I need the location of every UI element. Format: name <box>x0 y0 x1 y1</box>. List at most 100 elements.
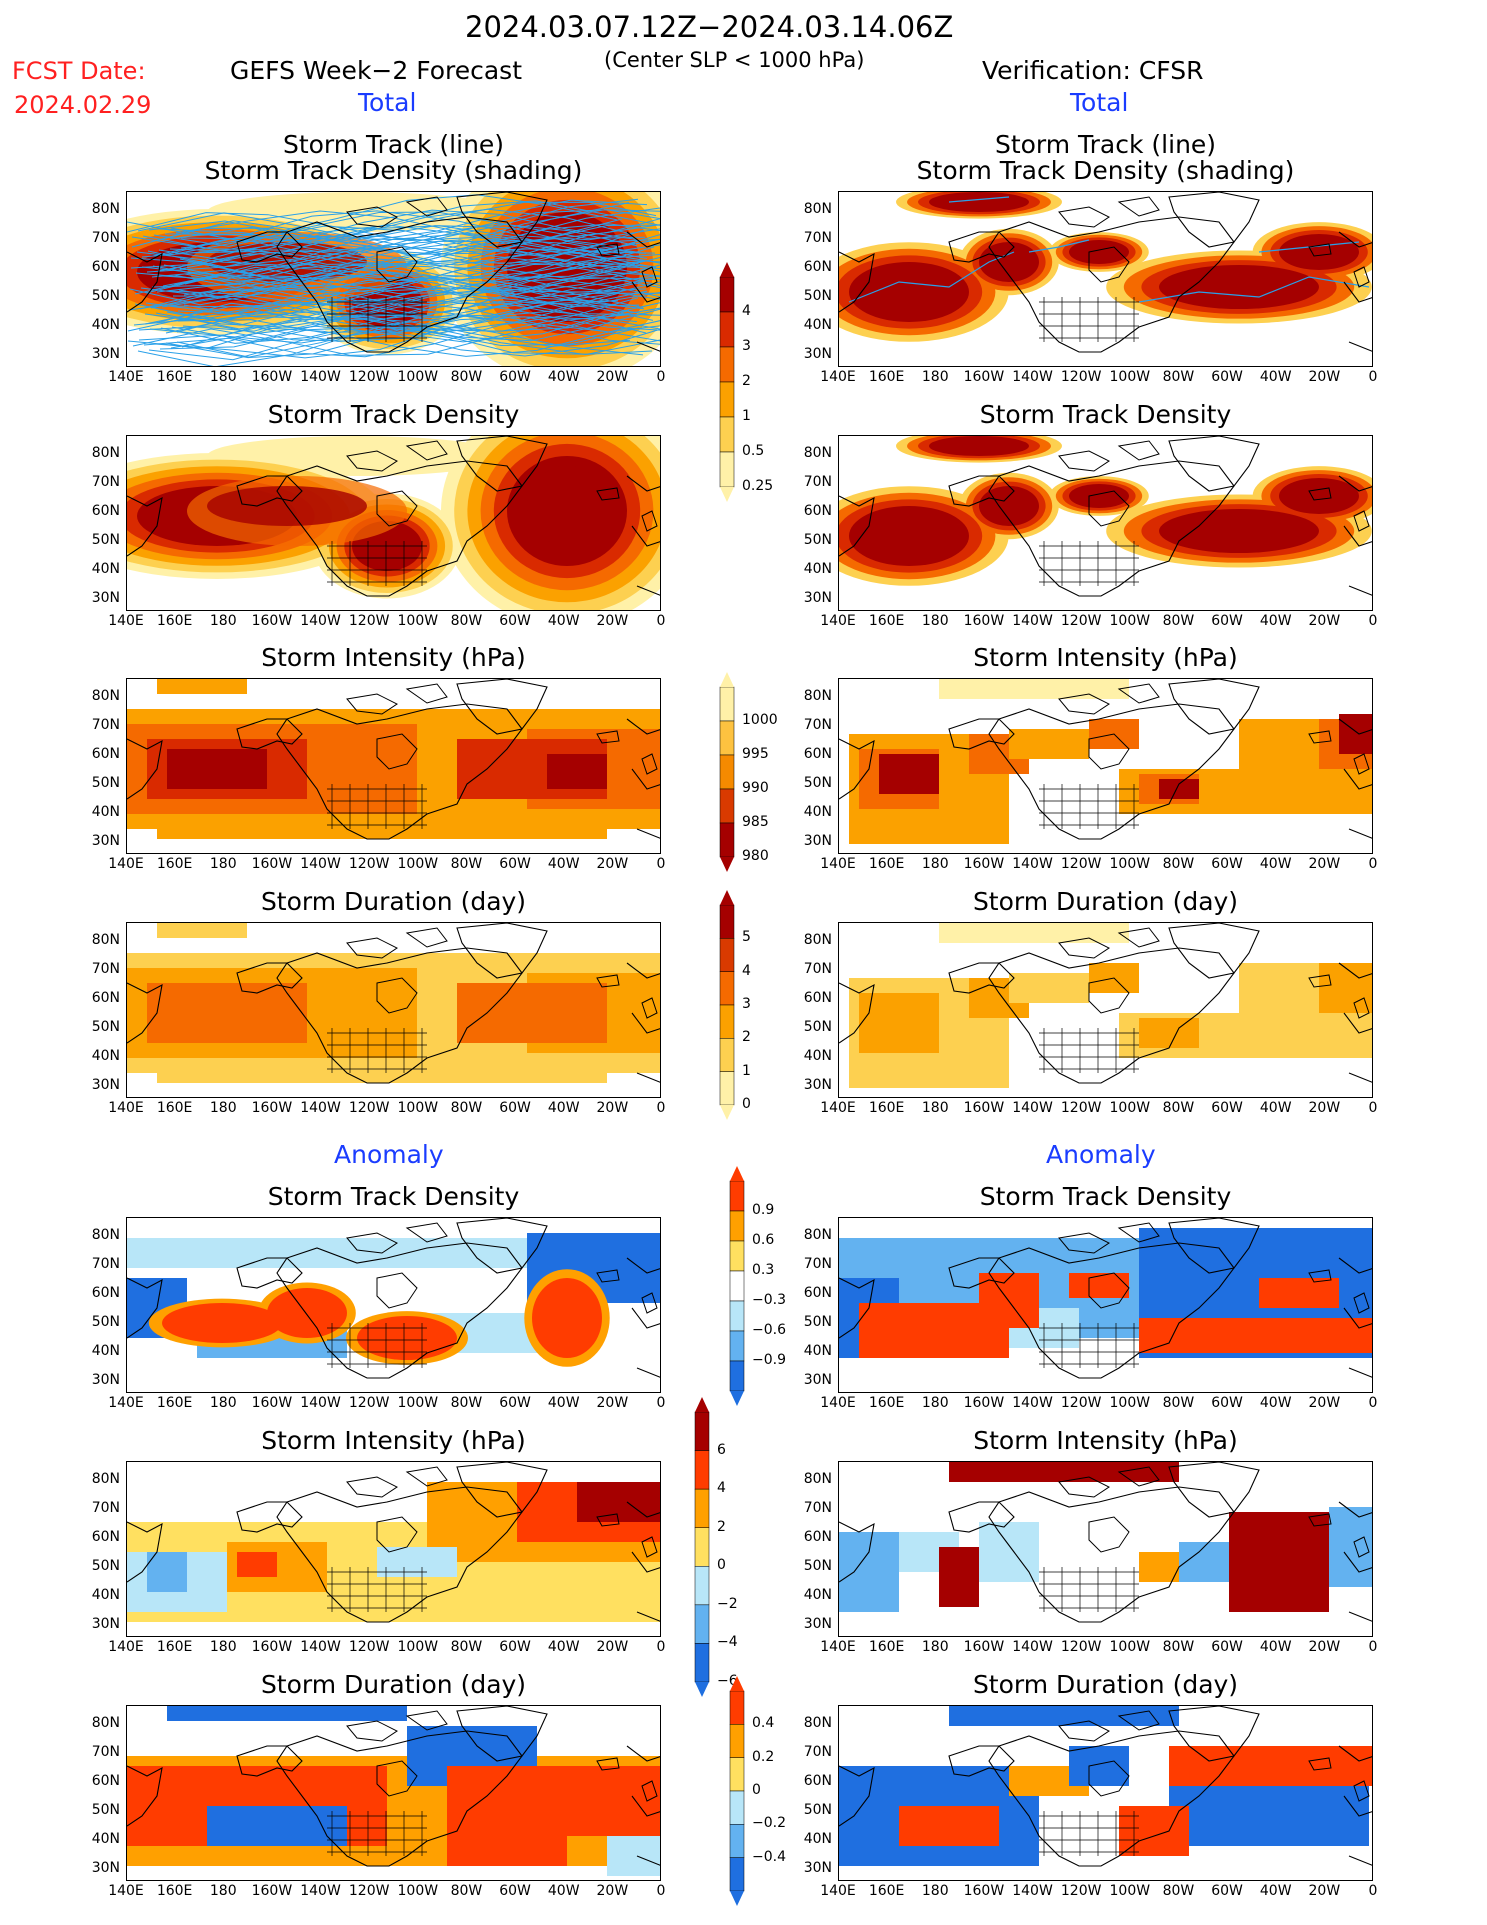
lon-tick-label: 120W <box>1060 1100 1102 1116</box>
field-shading <box>839 1706 1372 1867</box>
lon-tick-label: 140E <box>108 1100 144 1116</box>
lon-tick-label: 160E <box>156 1395 193 1411</box>
field-shading <box>127 923 660 1097</box>
colorbar-swatch <box>719 381 735 418</box>
lon-tick-label: 140W <box>1012 1883 1053 1899</box>
left-total-label: Total <box>358 88 417 117</box>
colorbar-label: −4 <box>717 1634 738 1651</box>
lon-tick-label: 160W <box>251 1639 293 1655</box>
panel-title: Storm Track Density (shading) <box>916 156 1295 185</box>
lat-tick-label: 50N <box>803 775 832 791</box>
lat-tick-label: 60N <box>91 503 120 519</box>
lon-tick-label: 20W <box>1308 1639 1341 1655</box>
colorbar-label: 0 <box>742 1096 751 1112</box>
lon-tick-label: 180 <box>209 613 237 629</box>
colorbar-label: 1 <box>742 408 751 424</box>
lon-tick-label: 160W <box>963 856 1005 872</box>
lon-tick-label: 0 <box>656 1639 666 1655</box>
colorbar-swatch <box>729 1240 745 1272</box>
lon-tick-label: 120W <box>348 1639 390 1655</box>
lat-tick-label: 30N <box>803 1616 832 1632</box>
field-shading <box>127 436 660 610</box>
lon-tick-label: 160E <box>868 856 905 872</box>
lon-tick-label: 160W <box>963 1100 1005 1116</box>
field-shading <box>127 679 660 853</box>
lat-tick-label: 60N <box>803 1773 832 1789</box>
colorbar-swatch <box>729 1270 745 1302</box>
map-panel-intensity-verification: Storm Intensity (hPa) 80N 70N 60N 50N 40N 30N 1… <box>778 643 1378 884</box>
colorbar-label: 4 <box>742 303 751 319</box>
lon-tick-label: 40W <box>1259 369 1292 385</box>
lat-tick-label: 70N <box>803 230 832 246</box>
colorbar-label: 980 <box>742 848 769 864</box>
lat-tick-label: 30N <box>91 1616 120 1632</box>
lon-tick-label: 80W <box>450 369 483 385</box>
lon-tick-label: 80W <box>450 1639 483 1655</box>
lat-tick-label: 80N <box>803 445 832 461</box>
lon-tick-label: 100W <box>1109 1639 1151 1655</box>
colorbar-swatch <box>729 1210 745 1242</box>
lon-tick-label: 100W <box>1109 613 1151 629</box>
lon-tick-label: 60W <box>499 1639 531 1655</box>
colorbar-swatch <box>719 276 735 313</box>
lat-tick-label: 50N <box>803 1802 832 1818</box>
lon-tick-label: 60W <box>1211 1883 1243 1899</box>
colorbar-label: 0 <box>717 1557 726 1574</box>
lon-tick-label: 40W <box>547 1100 580 1116</box>
lon-tick-label: 160W <box>251 369 293 385</box>
panel-title: Storm Duration (day) <box>260 887 527 916</box>
lon-tick-label: 100W <box>1109 1883 1151 1899</box>
lat-tick-label: 60N <box>91 1773 120 1789</box>
lon-tick-label: 140W <box>300 369 341 385</box>
lat-tick-label: 80N <box>91 688 120 704</box>
lon-tick-label: 140E <box>108 1883 144 1899</box>
criteria-subtitle: (Center SLP < 1000 hPa) <box>604 48 865 72</box>
lon-tick-label: 140W <box>300 1395 341 1411</box>
lat-tick-label: 50N <box>91 1314 120 1330</box>
lat-tick-label: 60N <box>91 990 120 1006</box>
lon-tick-label: 60W <box>499 856 531 872</box>
lon-tick-label: 180 <box>921 856 949 872</box>
colorbar-swatch <box>694 1488 710 1528</box>
map-area <box>838 1461 1373 1637</box>
lon-tick-label: 100W <box>397 1395 439 1411</box>
lon-tick-label: 120W <box>348 1100 390 1116</box>
lon-tick-label: 20W <box>596 613 629 629</box>
colorbar-density-total: 4 3 2 1 0.5 0.25 <box>718 262 778 502</box>
field-shading <box>839 192 1372 353</box>
lat-tick-label: 40N <box>803 1831 832 1847</box>
colorbar-label: 985 <box>742 814 769 830</box>
lon-tick-label: 80W <box>450 613 483 629</box>
lon-tick-label: 80W <box>1162 1883 1195 1899</box>
colorbar-swatch <box>694 1527 710 1567</box>
colorbar-swatch <box>719 788 735 824</box>
field-shading <box>127 1218 660 1379</box>
lon-tick-label: 0 <box>1368 613 1378 629</box>
map-area <box>838 435 1373 611</box>
lat-tick-label: 40N <box>803 561 832 577</box>
lon-tick-label: 180 <box>209 1639 237 1655</box>
lon-tick-label: 180 <box>209 1883 237 1899</box>
lon-tick-label: 20W <box>596 369 629 385</box>
colorbar-swatch <box>729 1857 745 1892</box>
colorbar-swatch <box>729 1790 745 1825</box>
colorbar-swatch <box>719 1071 735 1106</box>
lat-tick-label: 70N <box>91 1500 120 1516</box>
lon-tick-label: 20W <box>596 1883 629 1899</box>
colorbar-swatch <box>719 971 735 1006</box>
date-range-title: 2024.03.07.12Z−2024.03.14.06Z <box>465 10 954 44</box>
lon-tick-label: 100W <box>1109 856 1151 872</box>
lon-tick-label: 160W <box>963 369 1005 385</box>
verification-title: Verification: CFSR <box>982 56 1204 85</box>
lat-tick-label: 70N <box>91 961 120 977</box>
lon-tick-label: 60W <box>499 1395 531 1411</box>
colorbar-swatch <box>729 1757 745 1792</box>
lat-tick-label: 40N <box>803 804 832 820</box>
lat-tick-label: 30N <box>803 590 832 606</box>
lon-tick-label: 160E <box>868 1639 905 1655</box>
map-panel-density-verification: Storm Track Density 80N 70N 60N 50N 40N 30N 140… <box>778 400 1378 641</box>
lat-tick-label: 70N <box>803 1500 832 1516</box>
field-shading <box>839 1218 1372 1379</box>
lat-tick-label: 60N <box>91 746 120 762</box>
lon-tick-label: 40W <box>1259 856 1292 872</box>
